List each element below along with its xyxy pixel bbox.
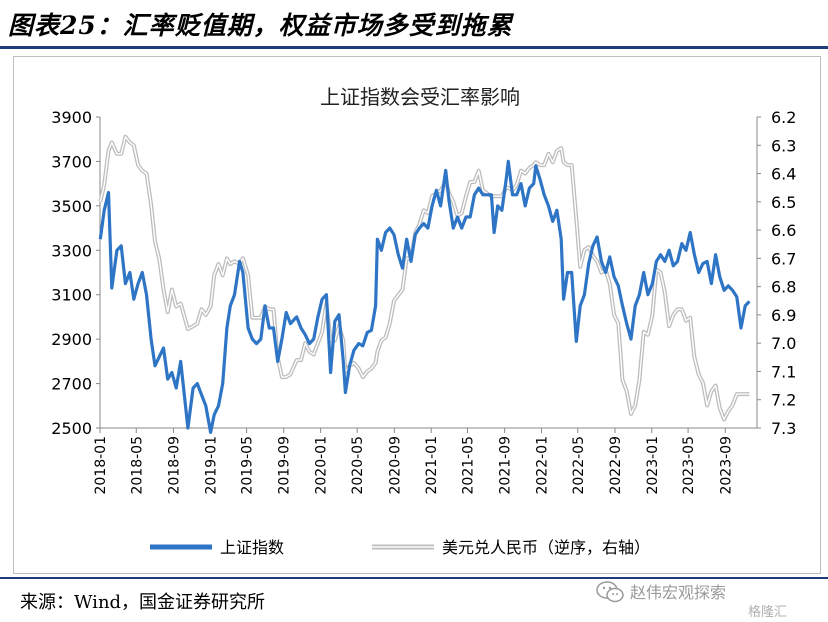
x-tick-label: 2019-01	[203, 436, 219, 495]
right-tick-label: 6.9	[771, 306, 796, 325]
title-rule	[0, 46, 828, 49]
x-tick-label: 2023-09	[718, 436, 734, 495]
left-tick-label: 3500	[51, 197, 92, 216]
right-tick-label: 7.0	[771, 334, 796, 353]
right-tick-label: 6.6	[771, 221, 796, 240]
left-tick-label: 2900	[51, 330, 92, 349]
right-tick-label: 6.8	[771, 278, 796, 297]
right-tick-label: 6.2	[771, 108, 796, 127]
x-tick-label: 2018-05	[129, 436, 145, 495]
left-tick-label: 3300	[51, 241, 92, 260]
watermark-name: 赵伟宏观探索	[630, 583, 727, 602]
series-usdcny-core	[99, 136, 750, 421]
watermark-logo: 格隆汇	[748, 605, 788, 620]
x-tick-label: 2019-05	[240, 436, 256, 495]
watermark: 赵伟宏观探索 格隆汇	[588, 579, 818, 620]
x-tick-label: 2020-05	[350, 436, 366, 495]
left-tick-label: 3100	[51, 286, 92, 305]
x-tick-label: 2022-01	[535, 436, 551, 495]
left-tick-label: 3700	[51, 152, 92, 171]
chart-title: 上证指数会受汇率影响	[320, 85, 520, 109]
series-layer	[98, 134, 751, 434]
right-tick-label: 7.1	[771, 362, 796, 381]
x-tick-label: 2021-01	[424, 436, 440, 495]
legend-label-usdcny: 美元兑人民币（逆序，右轴）	[442, 538, 650, 557]
right-tick-label: 7.2	[771, 391, 796, 410]
x-tick-label: 2018-09	[166, 436, 182, 495]
right-tick-label: 6.4	[771, 165, 796, 184]
right-tick-label: 6.7	[771, 249, 796, 268]
legend-label-sh-index: 上证指数	[220, 538, 284, 557]
chart-frame	[13, 56, 821, 574]
chart: 上证指数会受汇率影响 3900 3700 3500 3300 3100 2900 2700 2…	[51, 85, 796, 557]
right-tick-label: 7.3	[771, 419, 796, 438]
legend: 上证指数 美元兑人民币（逆序，右轴）	[150, 538, 650, 557]
wechat-icon	[596, 581, 624, 603]
x-tick-label: 2023-05	[681, 436, 697, 495]
x-tick-label: 2020-01	[314, 436, 330, 495]
source-note: 来源：Wind，国金证券研究所	[20, 592, 266, 613]
axes: 3900 3700 3500 3300 3100 2900 2700 2500 6.2 6.3 6.…	[51, 108, 796, 495]
source-rule	[0, 577, 828, 579]
x-tick-label: 2023-01	[645, 436, 661, 495]
x-tick-label: 2020-09	[387, 436, 403, 495]
left-tick-label: 2700	[51, 375, 92, 394]
left-tick-label: 3900	[51, 108, 92, 127]
right-tick-label: 6.3	[771, 136, 796, 155]
left-tick-label: 2500	[51, 419, 92, 438]
x-tick-label: 2022-09	[608, 436, 624, 495]
x-tick-label: 2021-09	[498, 436, 514, 495]
x-tick-label: 2019-09	[277, 436, 293, 495]
right-tick-label: 6.5	[771, 193, 796, 212]
x-tick-label: 2021-05	[460, 436, 476, 495]
x-tick-label: 2018-01	[93, 436, 109, 495]
figure-title: 图表25：汇率贬值期，权益市场多受到拖累	[8, 11, 513, 40]
x-tick-label: 2022-05	[571, 436, 587, 495]
series-sh-index	[98, 159, 751, 434]
